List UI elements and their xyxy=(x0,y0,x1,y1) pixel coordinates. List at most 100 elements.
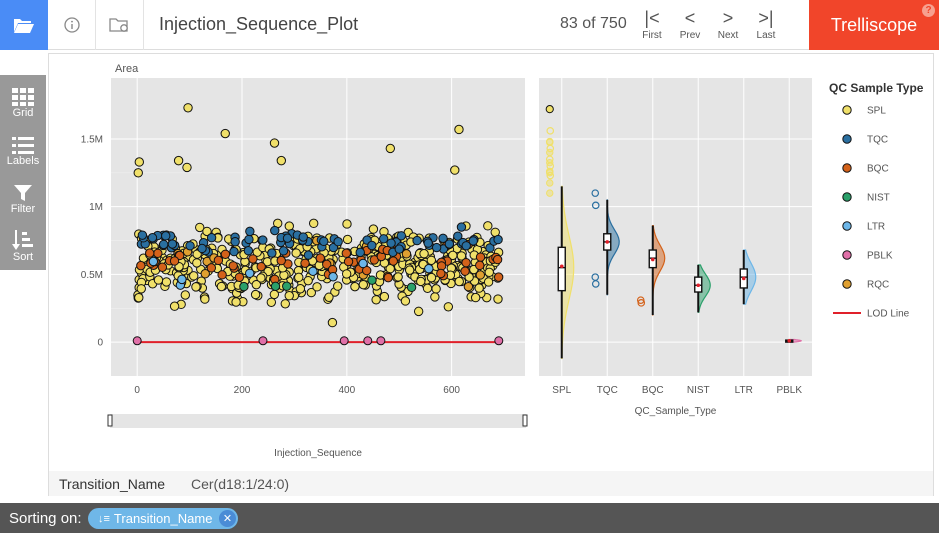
injection-sequence-plot[interactable]: 0 0.5M 1M 1.5M 0 200 400 600 Area Injection_Seque… xyxy=(49,54,933,471)
scatter-point-tqc xyxy=(161,231,171,241)
scatter-point-bqc xyxy=(248,254,258,264)
scatter-point-spl xyxy=(341,269,352,279)
scatter-point-spl xyxy=(295,284,306,294)
scatter-point-spl xyxy=(493,294,503,304)
legend-label: RQC xyxy=(867,280,889,291)
legend-swatch-pblk xyxy=(842,250,852,260)
scatter-point-spl xyxy=(474,283,484,293)
x-tick-label: SPL xyxy=(552,385,571,396)
x-tick-label: 0 xyxy=(134,385,140,396)
legend-swatch-bqc xyxy=(842,163,852,173)
outlier-point xyxy=(591,189,600,197)
legend-label: SPL xyxy=(867,106,886,117)
scatter-point-bqc xyxy=(234,272,245,282)
scatter-point-bqc xyxy=(217,270,227,280)
pager-next-button[interactable]: > Next xyxy=(708,8,748,41)
scatter-point-ltr xyxy=(358,258,368,269)
pager-next-label: Next xyxy=(717,30,739,41)
chevron-left-icon: < xyxy=(684,8,696,28)
range-slider-left-handle xyxy=(107,414,113,427)
outlier-point xyxy=(591,280,600,288)
scatter-point-spl xyxy=(189,271,199,281)
legend-label: BQC xyxy=(867,164,889,175)
pager-first-button[interactable]: |< First xyxy=(632,8,672,41)
cognostic-value: Cer(d18:1/24:0) xyxy=(191,476,290,492)
legend-label: LTR xyxy=(867,222,885,233)
close-icon[interactable]: ✕ xyxy=(219,510,236,527)
scatter-point-spl xyxy=(180,290,191,300)
chevron-right-icon: > xyxy=(722,8,734,28)
scatter-point-rqc xyxy=(401,249,412,259)
x-tick-label: NIST xyxy=(687,385,710,396)
scatter-point-spl xyxy=(231,297,241,307)
scatter-point-bqc xyxy=(492,254,503,265)
pager-prev-button[interactable]: < Prev xyxy=(670,8,710,41)
sidebar-item-grid[interactable]: Grid xyxy=(0,75,46,123)
scatter-point-bqc xyxy=(315,253,325,263)
scatter-point-tqc xyxy=(431,242,442,253)
box-spl xyxy=(557,246,566,292)
box-mean-marker xyxy=(696,283,701,288)
help-icon[interactable]: ? xyxy=(922,4,935,17)
scatter-point-spl xyxy=(192,258,202,268)
scatter-point-tqc xyxy=(444,239,455,249)
scatter-point-spl xyxy=(202,226,212,237)
scatter-point-bqc xyxy=(276,255,286,266)
header-bar: Injection_Sequence_Plot 83 of 750 |< Fir… xyxy=(0,0,939,50)
legend-swatch-ltr xyxy=(842,221,852,231)
scatter-point-spl xyxy=(426,272,437,283)
legend-swatch-tqc xyxy=(842,134,852,144)
scatter-point-pblk xyxy=(363,336,373,346)
scatter-point-bqc xyxy=(461,257,471,268)
scatter-point-rqc xyxy=(475,270,486,280)
scatter-point-tqc xyxy=(367,240,377,251)
outlier-point xyxy=(546,148,554,157)
scatter-point-spl xyxy=(342,219,352,229)
scatter-point-spl xyxy=(276,155,287,166)
display-select-button[interactable] xyxy=(96,0,144,50)
outlier-point xyxy=(546,158,554,167)
scatter-point-tqc xyxy=(258,235,268,245)
scatter-point-spl xyxy=(430,292,440,302)
sidebar-item-sort[interactable]: Sort xyxy=(0,219,46,267)
legend-label: LOD Line xyxy=(867,309,910,320)
scatter-point-pblk xyxy=(376,336,386,346)
scatter-point-spl xyxy=(470,292,481,303)
sidebar-item-filter[interactable]: Filter xyxy=(0,171,46,219)
scatter-point-spl xyxy=(484,267,494,278)
scatter-point-spl xyxy=(280,299,290,309)
scatter-point-spl xyxy=(385,143,396,154)
open-panels-button[interactable] xyxy=(0,0,48,50)
scatter-point-spl xyxy=(454,124,464,135)
scatter-point-ltr xyxy=(308,266,318,277)
scatter-point-bqc xyxy=(388,256,398,266)
y-tick-label: 0.5M xyxy=(81,270,103,281)
scatter-point-spl xyxy=(419,249,429,259)
scatter-point-spl xyxy=(416,276,426,287)
scatter-point-tqc xyxy=(355,247,365,258)
box-mean-marker xyxy=(559,264,564,269)
cognostic-name: Transition_Name xyxy=(59,476,166,492)
scatter-point-spl xyxy=(169,301,180,311)
scatter-point-tqc xyxy=(468,236,478,246)
outlier-point xyxy=(546,138,554,147)
outlier-point xyxy=(546,189,554,197)
sidebar-item-labels[interactable]: Labels xyxy=(0,123,46,171)
outlier-point xyxy=(637,299,646,307)
trelliscope-brand[interactable]: Trelliscope ? xyxy=(809,0,939,50)
scatter-point-spl xyxy=(200,294,210,304)
scatter-point-tqc xyxy=(206,233,217,243)
legend-swatch-nist xyxy=(842,192,852,202)
pager-last-button[interactable]: >| Last xyxy=(746,8,786,41)
pager-prev-label: Prev xyxy=(679,30,701,41)
scatter-point-ltr xyxy=(177,274,187,285)
scatter-point-spl xyxy=(422,283,433,294)
scatter-point-bqc xyxy=(157,262,168,272)
scatter-point-spl xyxy=(368,224,379,234)
filter-icon xyxy=(14,185,32,201)
info-button[interactable] xyxy=(48,0,96,50)
sort-chip[interactable]: ↓≡ Transition_Name ✕ xyxy=(88,508,238,529)
scatter-point-spl xyxy=(400,296,411,306)
scatter-point-bqc xyxy=(322,259,332,270)
